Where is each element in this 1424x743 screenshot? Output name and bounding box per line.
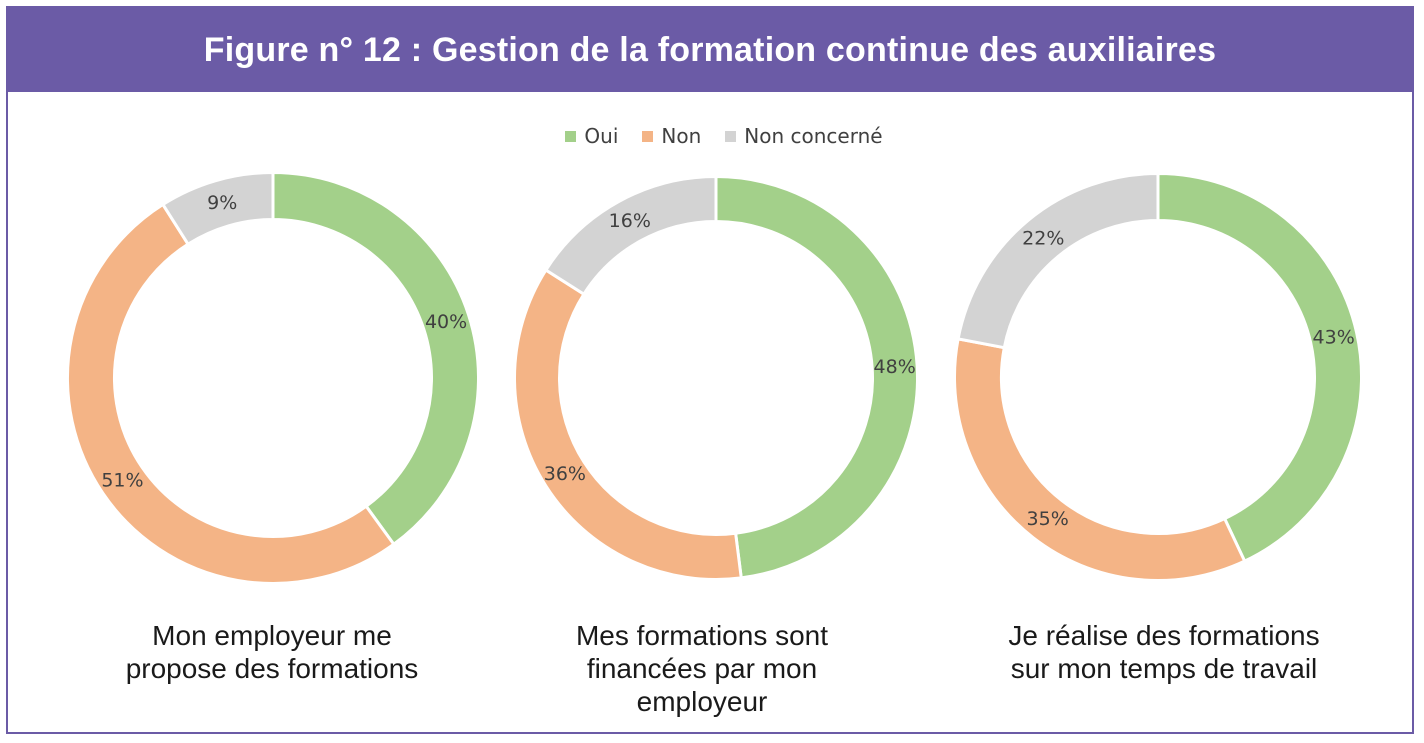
chart-2-caption-line-1: Mes formations sont: [575, 620, 829, 651]
chart-1-caption-line-1: Mon employeur me: [152, 620, 392, 651]
legend-swatch-non-concerne: [725, 130, 737, 142]
chart-1-slice-non-concerne: [160, 170, 275, 247]
chart-1-label-non: 51%: [101, 469, 143, 491]
legend-item-non: Non: [642, 124, 701, 148]
chart-1-caption: Mon employeur me propose des formations: [72, 619, 472, 685]
chart-2-caption-line-2: financées par mon: [586, 653, 818, 684]
chart-3-slice-non: [953, 337, 1247, 582]
chart-2-slice-oui: [714, 174, 919, 580]
chart-3-caption-line-1: Je réalise des formations: [1008, 620, 1320, 651]
chart-legend: Oui Non Non concerné: [12, 124, 1424, 148]
legend-label-oui: Oui: [584, 124, 619, 148]
legend-label-non-concerne: Non concerné: [744, 124, 883, 148]
chart-2-label-oui: 48%: [874, 356, 916, 378]
chart-1-label-non-concerne: 9%: [207, 192, 237, 214]
chart-2-caption: Mes formations sont financées par mon em…: [502, 619, 902, 718]
legend-swatch-oui: [565, 130, 577, 142]
chart-3-caption: Je réalise des formations sur mon temps …: [964, 619, 1364, 685]
figure-header: Figure n° 12 : Gestion de la formation c…: [8, 8, 1412, 92]
chart-1-slice-non: [66, 202, 396, 586]
legend-label-non: Non: [661, 124, 702, 148]
legend-item-non-concerne: Non concerné: [725, 124, 883, 148]
legend-swatch-non: [642, 130, 654, 142]
chart-3-slice-oui: [1156, 171, 1363, 564]
chart-3-label-non-concerne: 22%: [1022, 227, 1064, 249]
chart-2-caption-line-3: employeur: [636, 686, 768, 717]
chart-1-slice-oui: [271, 170, 480, 547]
chart-2-slice-non-concerne: [543, 174, 718, 297]
figure-title: Figure n° 12 : Gestion de la formation c…: [203, 30, 1217, 69]
chart-2-slice-non: [513, 267, 743, 581]
chart-1-caption-line-2: propose des formations: [125, 653, 419, 684]
chart-3-label-oui: 43%: [1313, 327, 1355, 349]
chart-3-caption-line-2: sur mon temps de travail: [1010, 653, 1318, 684]
chart-2-label-non: 36%: [544, 463, 586, 485]
chart-2-label-non-concerne: 16%: [609, 210, 651, 232]
chart-3-label-non: 35%: [1027, 508, 1069, 530]
chart-3-slice-non-concerne: [956, 171, 1160, 350]
figure-frame: Figure n° 12 : Gestion de la formation c…: [6, 6, 1414, 734]
legend-item-oui: Oui: [565, 124, 618, 148]
chart-1-label-oui: 40%: [425, 311, 467, 333]
